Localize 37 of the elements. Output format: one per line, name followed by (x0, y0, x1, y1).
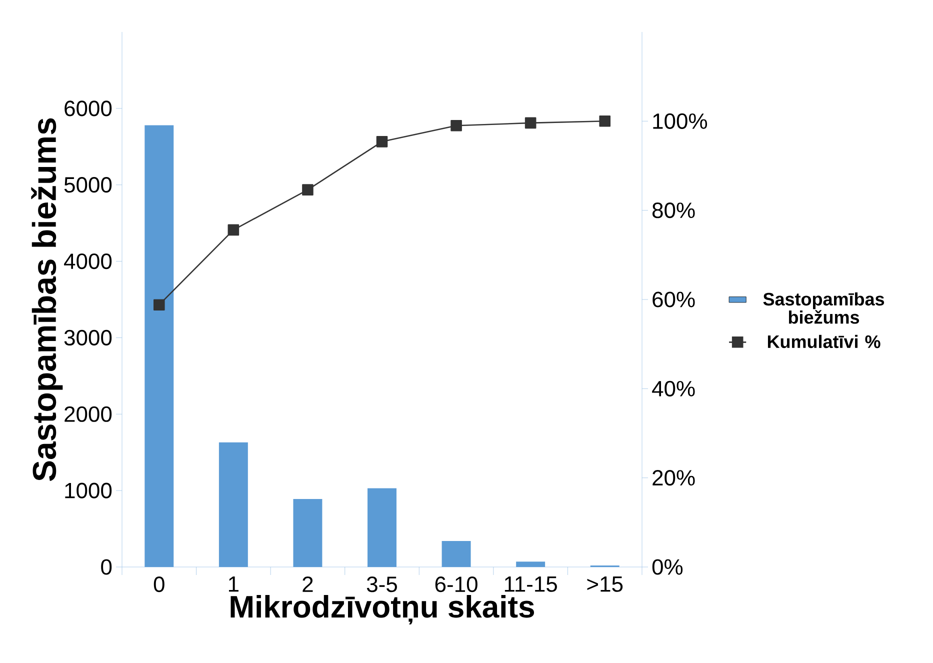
y-tick-label: 6000 (64, 100, 112, 116)
x-tick-label: >15 (587, 576, 623, 592)
y-tick-label: 3000 (64, 330, 112, 346)
x-tick-label: 11-15 (504, 576, 557, 592)
y2-tick-label: 0% (652, 559, 683, 575)
point (153, 299, 165, 310)
bar (368, 488, 396, 567)
y2-tick-label: 80% (652, 202, 695, 218)
bar (144, 125, 174, 567)
y-tick-label: 0 (101, 559, 112, 575)
x-tick-label: 0 (154, 576, 164, 592)
legend-label: Sastopamības biežums (763, 292, 884, 324)
bar (293, 498, 322, 567)
x-axis-title: Mikrodzīvotņu skaits (230, 594, 534, 624)
legend-label: Kumulatīvi % (768, 334, 880, 348)
point (450, 120, 462, 132)
y2-tick-label: 20% (652, 470, 695, 486)
x-tick-label: 1 (228, 576, 238, 592)
bar (442, 541, 471, 567)
y-axis-title: Sastopamības biežums (31, 118, 63, 482)
y-tick-label: 1000 (65, 482, 112, 498)
y-tick-label: 2000 (64, 406, 112, 422)
bar (218, 442, 248, 567)
y2-tick-label: 60% (652, 292, 695, 308)
point (376, 136, 388, 148)
x-tick-label: 2 (302, 576, 313, 592)
y2-tick-label: 40% (652, 380, 695, 396)
x-tick-label: 3-5 (366, 576, 397, 592)
point (524, 117, 536, 129)
point (302, 184, 314, 196)
point (599, 116, 611, 127)
point (228, 224, 240, 236)
y-tick-label: 4000 (64, 253, 112, 270)
y-tick-label: 5000 (64, 177, 112, 193)
y2-tick-label: 100% (653, 113, 708, 129)
bar (516, 562, 546, 567)
x-tick-label: 6-10 (435, 576, 478, 592)
